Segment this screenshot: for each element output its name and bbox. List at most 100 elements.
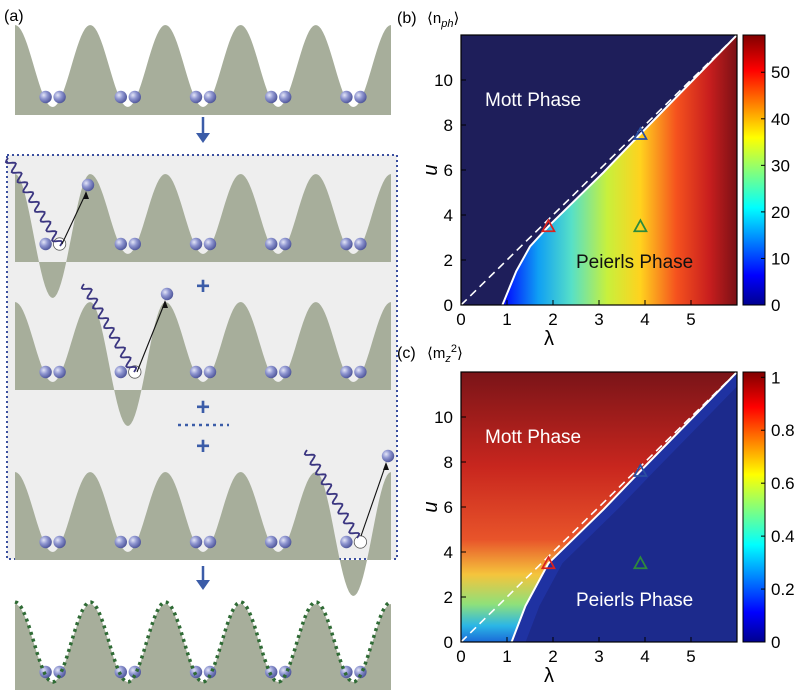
ejection-arrowhead (383, 462, 389, 470)
colorbar-tick-label: 30 (771, 156, 790, 175)
y-tick-label: 8 (444, 453, 453, 472)
y-tick-label: 8 (444, 116, 453, 135)
atom (340, 365, 353, 379)
atom (189, 535, 203, 549)
atom (114, 237, 128, 251)
x-tick-label: 3 (594, 310, 603, 329)
panel-a-label: (a) (4, 8, 24, 25)
atom (203, 365, 217, 379)
lattice-row-excited-2 (15, 283, 391, 426)
x-tick-label: 2 (548, 310, 557, 329)
colorbar-tick-label: 50 (771, 63, 790, 82)
colorbar-tick-label: 20 (771, 203, 790, 222)
colorbar (742, 34, 766, 306)
colorbar-tick-label: 40 (771, 110, 790, 129)
x-tick-label: 0 (456, 647, 465, 666)
atom (265, 90, 278, 104)
atom (354, 90, 367, 104)
colorbar-tick-label: 0.6 (771, 474, 795, 493)
colorbar (742, 371, 766, 643)
panel-a: (a) + + + (4, 8, 398, 690)
mott-phase-label: Mott Phase (485, 90, 581, 111)
ejection-arrowhead (83, 191, 89, 199)
photon-wave (303, 449, 361, 539)
triangle-marker (632, 555, 648, 570)
lattice-row-excited-1 (4, 157, 391, 298)
panel-b-quantity-main: ⟨n (427, 10, 441, 27)
atom (354, 365, 367, 379)
plus-sign-3: + (196, 433, 210, 460)
down-arrow-bottom (196, 566, 210, 590)
x-tick-label: 4 (640, 647, 649, 666)
atom (128, 237, 141, 251)
ejection-arrowhead (162, 300, 168, 308)
potential-landscape (15, 302, 391, 426)
lattice-row-excited-n (15, 449, 395, 596)
y-tick-label: 4 (444, 206, 453, 225)
y-tick-label: 0 (444, 633, 453, 652)
sum-dotted-box (6, 154, 398, 560)
x-tick-label: 2 (548, 647, 557, 666)
atom (114, 90, 128, 104)
atom (340, 535, 353, 549)
atom (189, 237, 203, 251)
atom (203, 237, 217, 251)
triangle-marker (540, 218, 556, 233)
atom (279, 535, 292, 549)
atom (39, 535, 52, 549)
x-tick-label: 4 (640, 310, 649, 329)
x-tick-label: 5 (686, 647, 695, 666)
photon-wave (4, 157, 64, 247)
atom (128, 90, 141, 104)
ejection-line (136, 301, 166, 373)
atom (114, 365, 128, 379)
y-axis-label: u (420, 164, 442, 175)
atom (53, 365, 66, 379)
y-axis-label: u (420, 501, 442, 512)
atom (279, 90, 292, 104)
ejected-atom (160, 287, 174, 301)
colorbar-tick-label: 0.4 (771, 527, 795, 546)
panel-b-quantity: ⟨nph⟩ (427, 10, 459, 30)
panel-b-quantity-sub: ph (440, 18, 453, 30)
heatmap-mz2: Mott Phase Peierls Phase 0 1 2 3 4 5 0 2 4 6 8 10 λ u 0 0… (420, 368, 795, 687)
hole (353, 535, 367, 549)
potential-landscape (15, 25, 391, 115)
colorbar-tick-label: 10 (771, 249, 790, 268)
atom (53, 535, 66, 549)
y-tick-label: 4 (444, 543, 453, 562)
atom (265, 365, 278, 379)
lattice-rows (4, 25, 395, 690)
atom (114, 535, 128, 549)
atom (354, 237, 367, 251)
panel-c-quantity-close: ⟩ (457, 345, 463, 362)
atom (279, 237, 292, 251)
atom (128, 535, 141, 549)
atom (189, 365, 203, 379)
atom (39, 237, 52, 251)
plus-sign-1: + (196, 273, 210, 300)
panel-c-quantity-sup: 2 (451, 343, 457, 355)
x-axis-label: λ (544, 665, 554, 687)
atom (203, 535, 217, 549)
triangle-marker (632, 126, 648, 140)
panel-c-quantity-main: ⟨m (427, 345, 445, 362)
potential-landscape (15, 604, 391, 690)
atom (340, 237, 353, 251)
lattice-row-final (14, 600, 392, 690)
colorbar-tick-label: 0.8 (771, 421, 795, 440)
y-tick-label: 10 (434, 71, 453, 90)
colorbar-tick-label: 0 (771, 296, 780, 315)
down-arrow-top (196, 117, 210, 143)
y-tick-label: 2 (444, 251, 453, 270)
x-tick-label: 3 (594, 647, 603, 666)
panel-b-quantity-close: ⟩ (453, 10, 459, 27)
y-tick-label: 6 (444, 161, 453, 180)
atom (265, 535, 278, 549)
colorbar-tick-label: 0.2 (771, 580, 795, 599)
atom (189, 90, 203, 104)
ejected-atom (81, 178, 95, 192)
